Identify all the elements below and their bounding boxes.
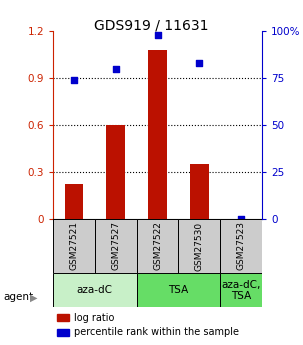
Text: agent: agent [3, 293, 33, 302]
Text: aza-dC: aza-dC [77, 285, 113, 295]
Text: GSM27522: GSM27522 [153, 221, 162, 270]
Text: GDS919 / 11631: GDS919 / 11631 [94, 19, 209, 33]
Text: log ratio: log ratio [74, 313, 114, 323]
Bar [95, 219, 137, 273]
Point [239, 216, 244, 221]
Bar [65, 184, 83, 219]
Bar [57, 314, 69, 321]
Bar [190, 164, 209, 219]
Point [197, 60, 202, 66]
Text: aza-dC,
TSA: aza-dC, TSA [221, 279, 261, 301]
Bar [137, 273, 220, 307]
Point [113, 66, 118, 71]
Bar [57, 329, 69, 336]
Bar [220, 219, 262, 273]
Bar [220, 273, 262, 307]
Text: GSM27521: GSM27521 [69, 221, 78, 270]
Text: TSA: TSA [168, 285, 188, 295]
Bar [53, 273, 137, 307]
Bar [106, 125, 125, 219]
Point [72, 77, 76, 82]
Text: GSM27523: GSM27523 [237, 221, 246, 270]
Bar [148, 50, 167, 219]
Text: percentile rank within the sample: percentile rank within the sample [74, 327, 239, 337]
Point [155, 32, 160, 38]
Bar [178, 219, 220, 273]
Bar [137, 219, 178, 273]
Bar [53, 219, 95, 273]
Text: GSM27527: GSM27527 [111, 221, 120, 270]
Text: GSM27530: GSM27530 [195, 221, 204, 270]
Text: ▶: ▶ [30, 293, 38, 302]
